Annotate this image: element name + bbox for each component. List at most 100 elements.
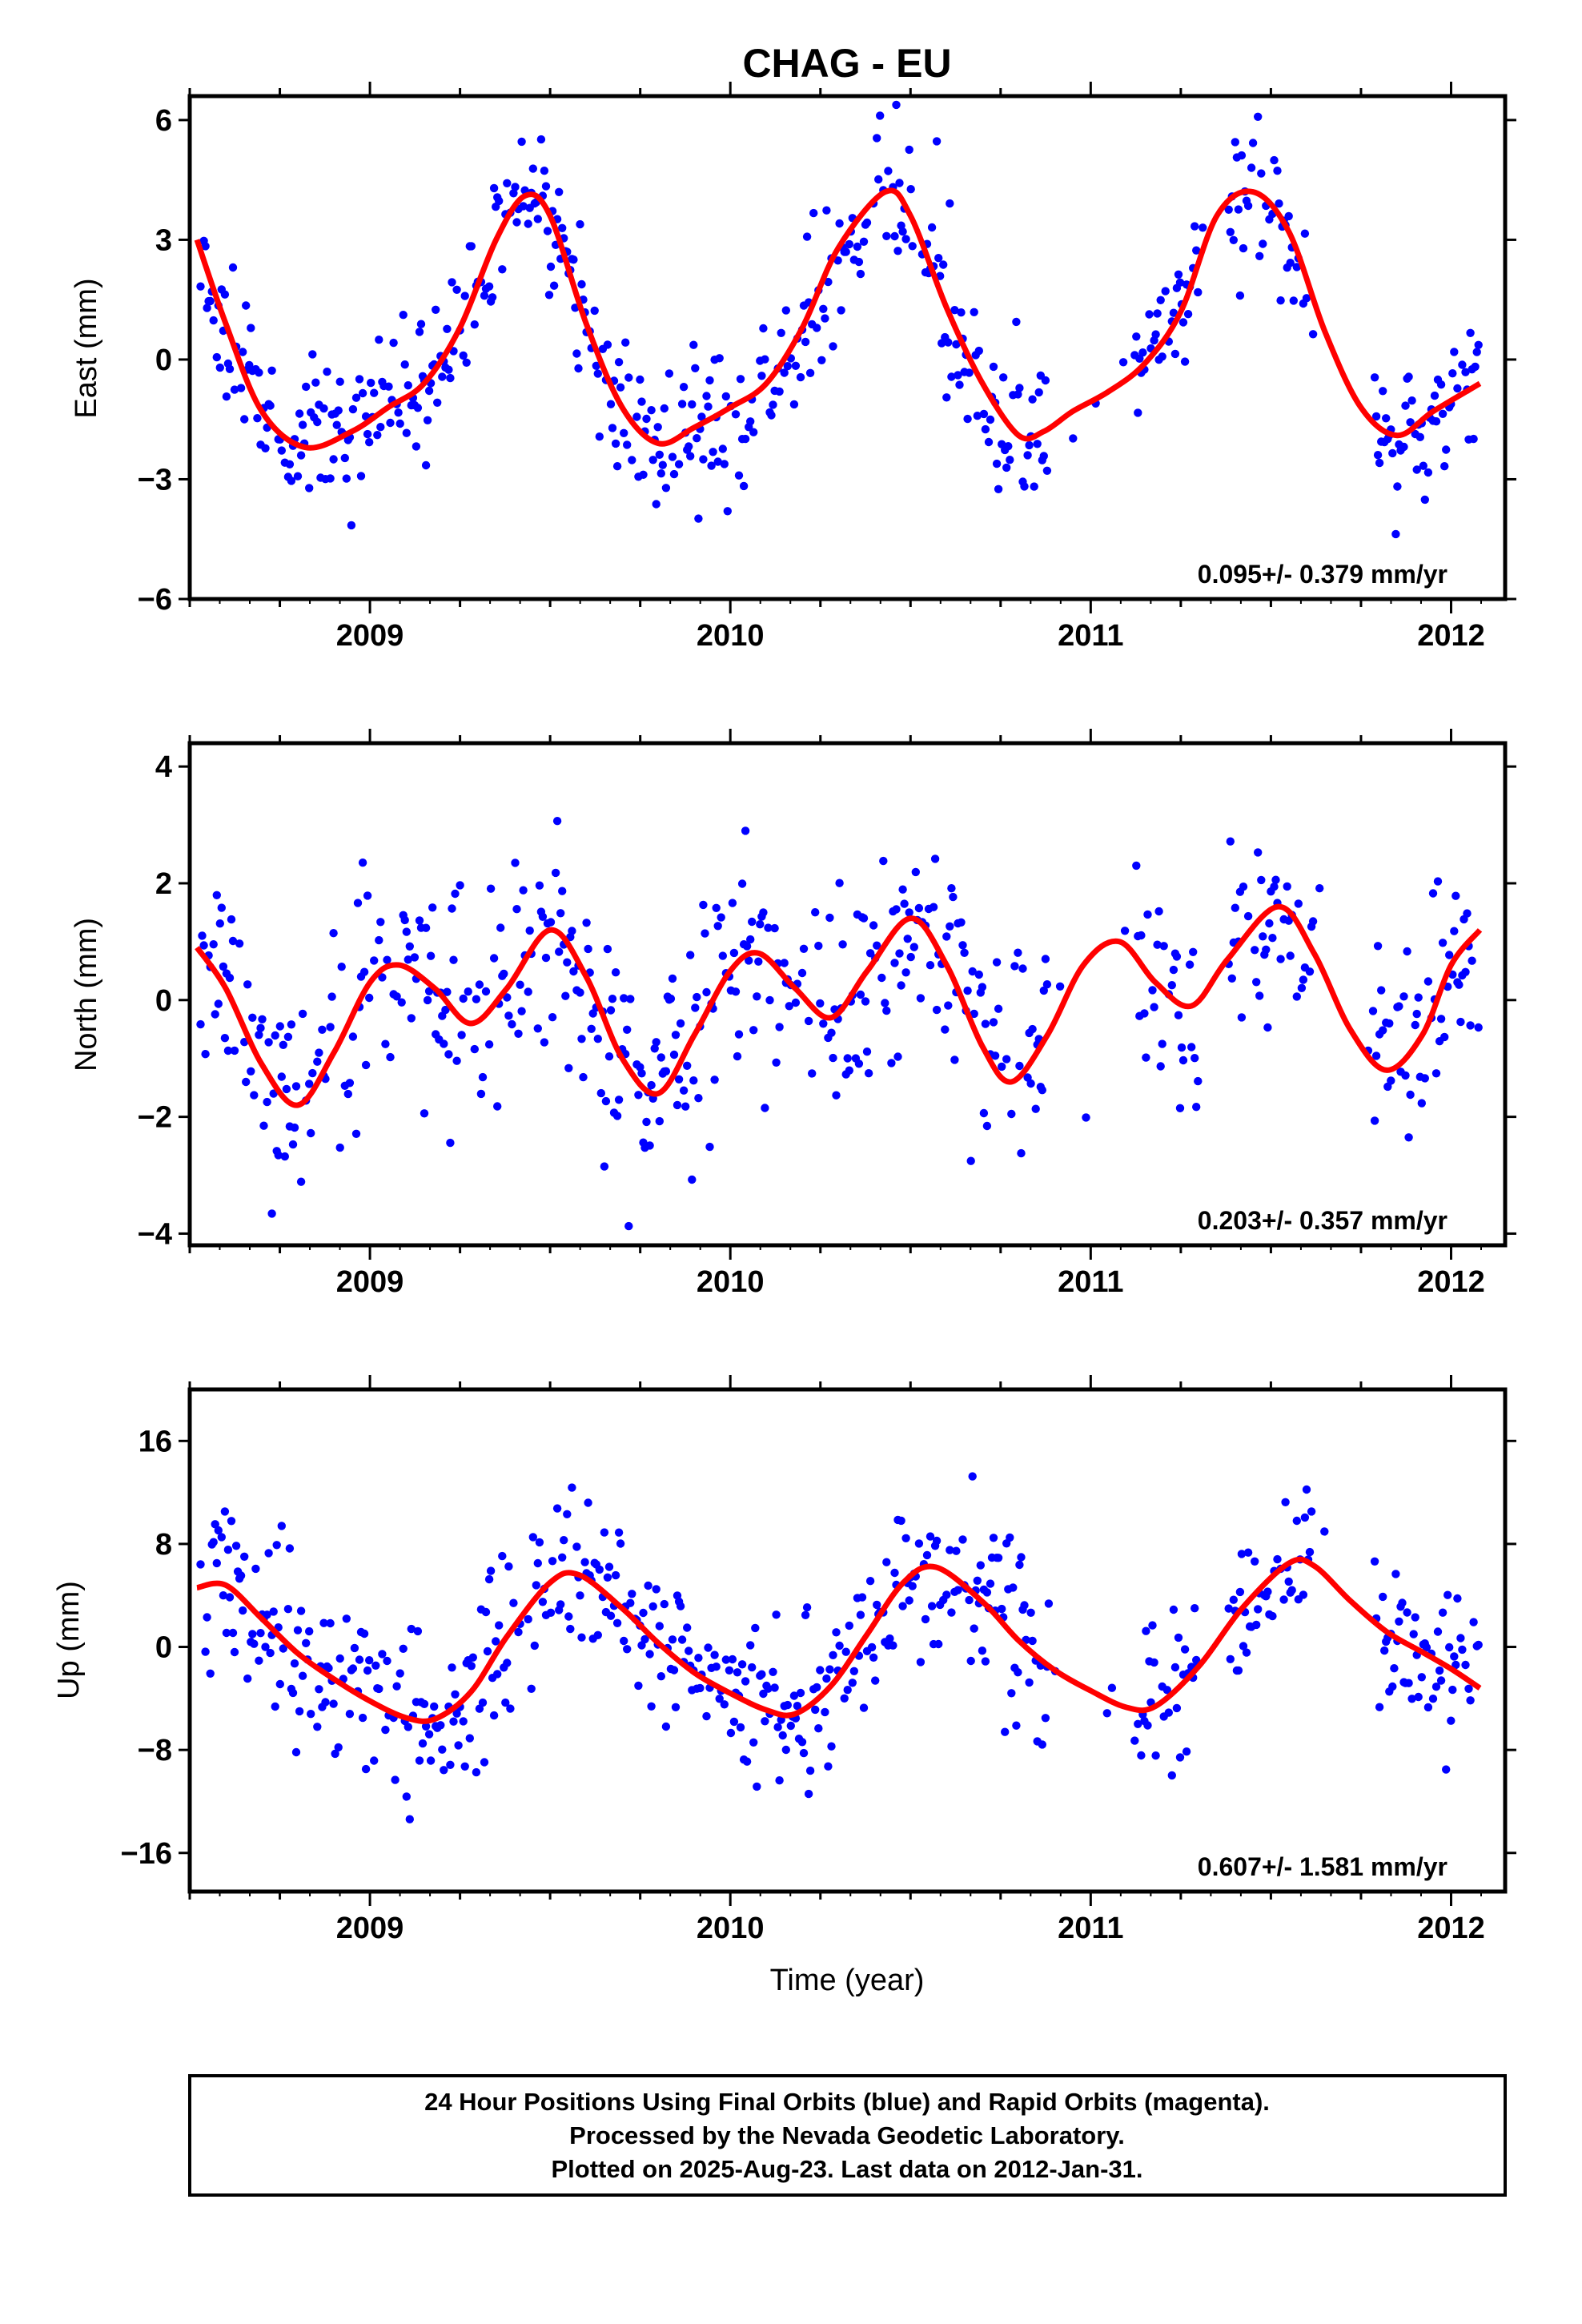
east-data-point: [720, 460, 729, 468]
east-data-point: [253, 414, 262, 423]
up-data-point: [566, 1624, 575, 1634]
east-data-point: [319, 404, 328, 413]
north-data-point: [1156, 1062, 1165, 1071]
east-data-point: [1118, 358, 1128, 367]
east-data-point: [1255, 251, 1264, 260]
north-data-point: [694, 1094, 703, 1103]
up-data-point: [535, 1538, 544, 1547]
up-data-point: [1456, 1634, 1465, 1642]
east-data-point: [746, 417, 755, 426]
up-data-point: [612, 1618, 622, 1628]
north-data-point: [423, 995, 432, 1005]
up-data-point: [914, 1539, 924, 1548]
east-data-point: [709, 448, 717, 456]
east-data-point: [994, 485, 1003, 493]
north-data-point: [1420, 1074, 1430, 1083]
east-data-point: [1254, 112, 1263, 121]
north-data-point: [478, 1072, 488, 1082]
north-data-point: [1404, 1133, 1413, 1142]
north-data-point: [459, 994, 468, 1003]
up-data-point: [932, 1536, 942, 1546]
north-data-point: [279, 1040, 287, 1050]
north-data-point: [1177, 1043, 1186, 1052]
north-data-point: [1237, 1013, 1247, 1022]
north-data-point: [916, 994, 926, 1003]
footer-line-1: 24 Hour Positions Using Final Orbits (bl…: [424, 2088, 1270, 2116]
north-data-point: [990, 1051, 1000, 1060]
up-data-point: [1017, 1553, 1026, 1562]
east-data-point: [593, 369, 602, 378]
north-data-point: [1373, 942, 1383, 951]
up-data-point: [504, 1562, 513, 1571]
east-data-point: [1192, 246, 1201, 255]
east-data-point: [220, 290, 230, 299]
up-data-point: [1164, 1708, 1174, 1717]
east-data-point: [577, 279, 586, 289]
up-data-point: [1370, 1557, 1379, 1566]
east-data-point: [228, 263, 238, 272]
east-data-point: [1419, 461, 1428, 470]
north-data-point: [1153, 940, 1162, 949]
east-data-point: [495, 196, 504, 206]
east-data-point: [1286, 259, 1295, 267]
up-data-point: [283, 1605, 293, 1614]
east-data-point: [614, 358, 624, 367]
up-data-point: [449, 1717, 458, 1726]
north-xtick-label: 2012: [1417, 1265, 1485, 1299]
up-data-point: [824, 1762, 833, 1771]
up-data-point: [272, 1541, 281, 1550]
up-data-point: [225, 1593, 235, 1602]
east-data-point: [1469, 434, 1478, 444]
east-data-point: [898, 227, 907, 236]
north-data-point: [404, 955, 412, 964]
east-data-point: [668, 452, 677, 461]
up-data-point: [396, 1669, 404, 1678]
up-data-point: [251, 1564, 260, 1574]
east-data-point: [632, 412, 641, 421]
east-data-point: [1015, 384, 1024, 392]
up-panel: Up (mm) 0.607+/- 1.581 mm/yr Time (year)…: [52, 1375, 1516, 1997]
up-data-point: [484, 1574, 494, 1584]
east-data-point: [460, 292, 469, 300]
north-data-point: [402, 927, 411, 936]
east-data-point: [1226, 227, 1235, 236]
east-data-point: [639, 470, 648, 479]
up-data-point: [415, 1756, 424, 1765]
up-data-point: [882, 1558, 891, 1566]
east-data-point: [934, 254, 943, 263]
east-data-point: [1158, 352, 1166, 361]
east-data-point: [624, 373, 633, 382]
north-xtick-label: 2010: [697, 1265, 765, 1299]
up-data-point: [677, 1635, 687, 1644]
north-data-point: [556, 909, 565, 918]
north-data-point: [484, 1040, 494, 1049]
north-data-point: [481, 987, 491, 996]
up-data-point: [786, 1721, 795, 1731]
east-points: [196, 100, 1483, 539]
east-data-point: [1453, 384, 1462, 393]
up-data-point: [1320, 1527, 1329, 1536]
up-data-point: [196, 1560, 205, 1569]
east-data-point: [802, 232, 812, 241]
up-data-point: [460, 1762, 469, 1771]
up-data-point: [710, 1651, 719, 1659]
up-data-point: [1422, 1643, 1431, 1652]
up-data-point: [452, 1709, 461, 1718]
north-data-point: [215, 919, 224, 928]
up-data-point: [279, 1644, 287, 1653]
north-data-point: [942, 932, 951, 941]
up-data-point: [1229, 1595, 1239, 1604]
east-ylabel: East (mm): [70, 278, 103, 418]
north-data-point: [905, 908, 913, 917]
east-data-point: [884, 167, 893, 175]
north-data-point: [568, 927, 576, 935]
up-data-point: [506, 1704, 515, 1713]
up-data-point: [973, 1576, 982, 1586]
north-data-point: [375, 935, 383, 945]
east-data-point: [498, 265, 507, 274]
east-data-point: [358, 388, 367, 398]
north-data-point: [1262, 945, 1271, 955]
east-data-point: [1039, 452, 1049, 460]
up-data-point: [495, 1621, 504, 1630]
up-data-point: [721, 1655, 730, 1664]
